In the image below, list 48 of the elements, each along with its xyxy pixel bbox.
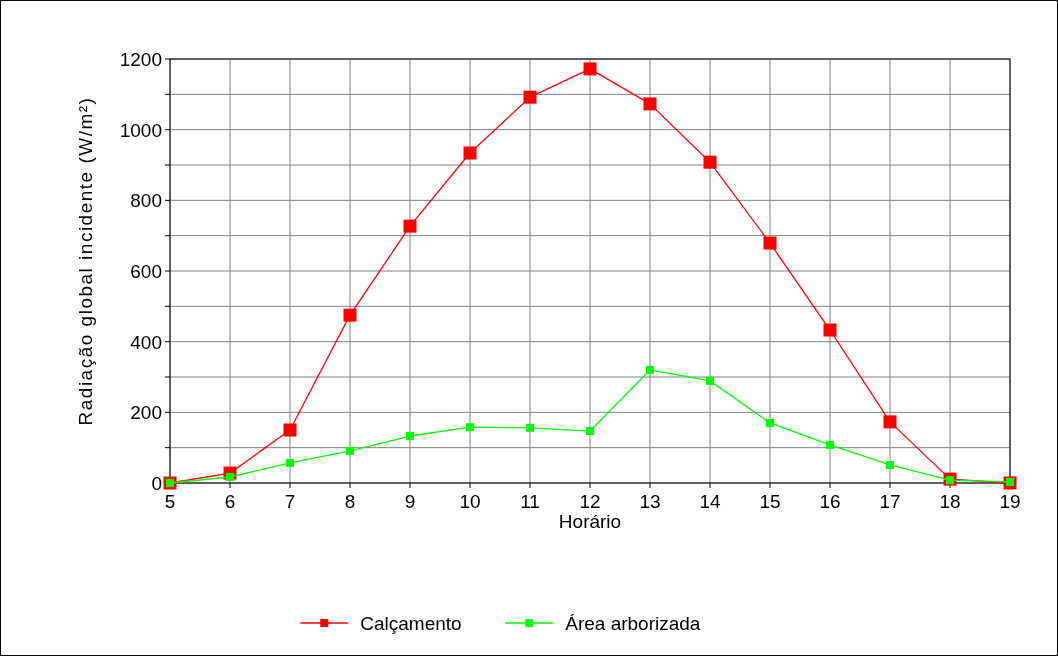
point — [886, 460, 894, 469]
y-tick-label: 1000 — [119, 119, 162, 141]
y-tick-label: 0 — [151, 473, 162, 494]
point — [703, 155, 717, 169]
x-tick-label: 13 — [639, 491, 661, 512]
x-tick-label: 16 — [819, 491, 841, 512]
x-tick-label: 10 — [459, 491, 481, 512]
point — [883, 415, 897, 429]
y-tick-label: 400 — [130, 331, 162, 353]
x-tick-label: 8 — [344, 491, 356, 512]
point — [766, 418, 774, 427]
legend-label: Área arborizada — [565, 613, 701, 634]
point — [706, 376, 714, 385]
y-tick-label: 600 — [130, 261, 162, 282]
x-tick-label: 18 — [939, 491, 961, 512]
y-tick-label: 200 — [130, 402, 162, 424]
point — [763, 236, 777, 250]
point — [286, 458, 294, 467]
x-tick-label: 7 — [284, 491, 296, 512]
point — [823, 323, 837, 337]
x-tick-label: 5 — [164, 491, 176, 512]
point — [466, 423, 474, 432]
point — [523, 90, 537, 104]
point — [343, 308, 357, 322]
point — [283, 423, 297, 437]
y-tick-label: 800 — [130, 190, 162, 212]
point — [643, 97, 657, 111]
y-tick-label: 1200 — [119, 49, 162, 70]
point — [406, 432, 414, 441]
point — [526, 423, 534, 432]
x-tick-label: 14 — [699, 491, 721, 512]
point — [346, 446, 354, 455]
x-tick-label: 19 — [999, 491, 1021, 512]
point — [583, 62, 597, 76]
x-tick-label: 12 — [579, 491, 601, 512]
point — [826, 440, 834, 449]
point — [646, 365, 654, 374]
x-tick-label: 11 — [520, 491, 540, 512]
x-tick-label: 15 — [759, 491, 781, 512]
x-axis-title: Horário — [558, 511, 622, 532]
legend-label: Calçamento — [360, 613, 462, 634]
x-tick-label: 17 — [879, 491, 901, 512]
point — [403, 219, 417, 233]
x-tick-label: 6 — [224, 491, 236, 512]
x-tick-label: 9 — [404, 491, 416, 512]
y-axis-title: Radiação global incidente (W/m²) — [75, 96, 96, 426]
point — [463, 146, 477, 160]
point — [586, 427, 594, 436]
